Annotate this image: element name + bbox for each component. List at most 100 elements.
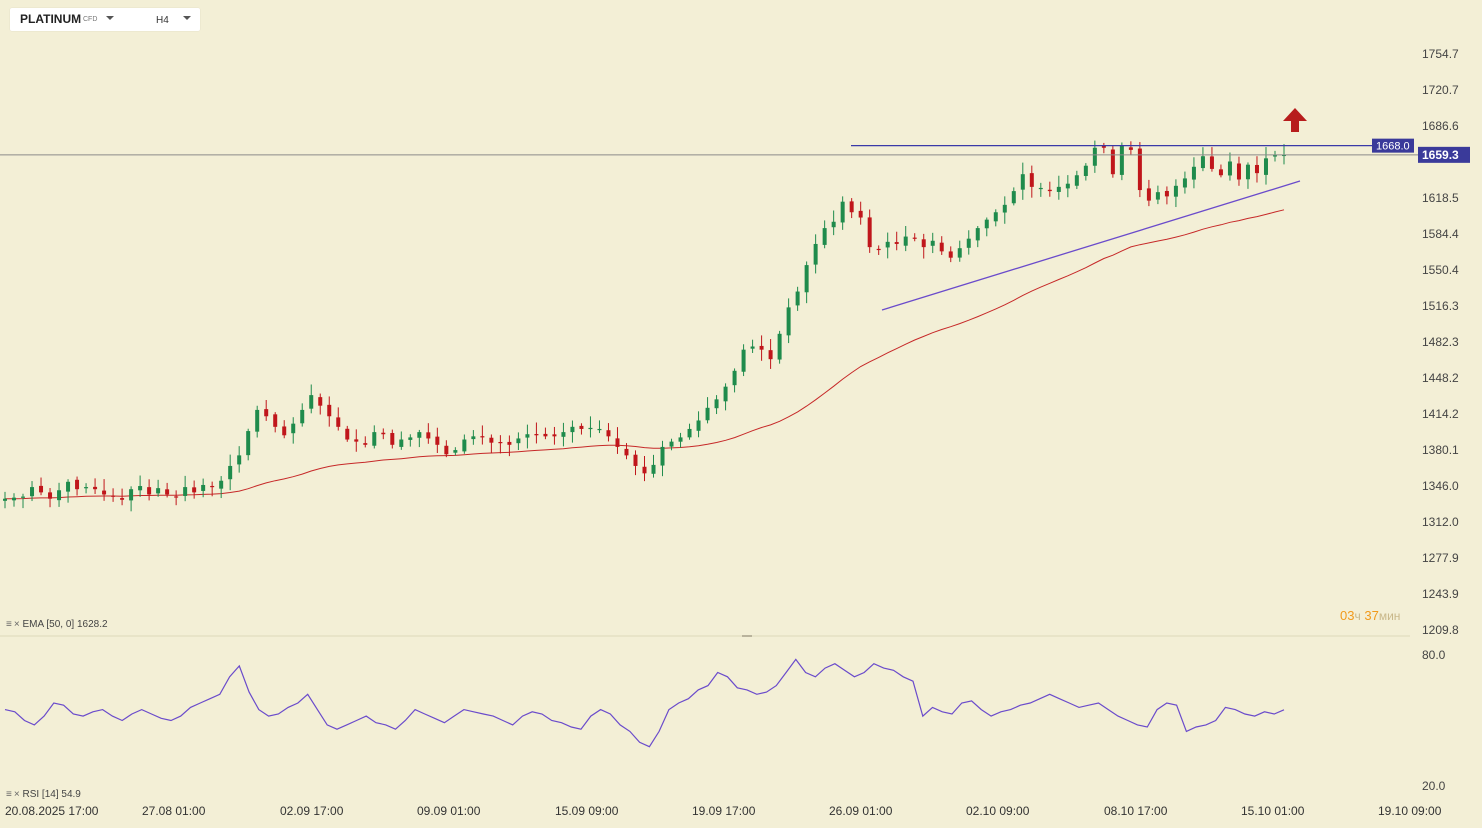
candle-body xyxy=(777,333,782,360)
candle-body xyxy=(498,442,503,444)
candle xyxy=(984,217,989,237)
candle xyxy=(597,420,602,434)
current-price-text: 1659.3 xyxy=(1422,148,1459,162)
candle xyxy=(489,434,494,454)
candle xyxy=(1038,182,1043,197)
candle xyxy=(795,286,800,311)
symbol-name[interactable]: PLATINUM xyxy=(20,12,82,26)
candle xyxy=(957,240,962,262)
candle xyxy=(1164,186,1169,205)
ema-indicator-label[interactable]: ≡ × EMA [50, 0] 1628.2 xyxy=(6,619,108,630)
candle-body xyxy=(579,425,584,429)
candle xyxy=(669,438,674,451)
candle-body xyxy=(210,485,215,488)
candle xyxy=(210,481,215,497)
candle-body xyxy=(444,445,449,455)
candle-body xyxy=(1209,156,1214,169)
candle-body xyxy=(534,434,539,436)
candle xyxy=(120,488,125,506)
candle xyxy=(201,478,206,498)
candle-body xyxy=(1110,149,1115,175)
candle xyxy=(1200,147,1205,172)
candle xyxy=(759,335,764,361)
candle xyxy=(1056,175,1061,200)
candle xyxy=(381,428,386,440)
close-icon[interactable]: × xyxy=(13,789,20,800)
candle-body xyxy=(1083,165,1088,176)
y-tick-label: 1482.3 xyxy=(1422,335,1459,349)
candle-body xyxy=(813,243,818,265)
candle-body xyxy=(462,439,467,452)
ema-line-layer xyxy=(5,209,1285,500)
candle-body xyxy=(75,479,80,490)
candle xyxy=(1065,175,1070,198)
candle-body xyxy=(1002,204,1007,213)
candle xyxy=(309,384,314,414)
candle-body xyxy=(804,265,809,293)
candle-body xyxy=(1146,188,1151,201)
candle-body xyxy=(750,346,755,349)
candle-body xyxy=(1020,174,1025,190)
candle-body xyxy=(93,486,98,490)
candle-body xyxy=(831,221,836,228)
candle xyxy=(858,201,863,225)
candle xyxy=(939,236,944,255)
candle-body xyxy=(822,228,827,245)
candle xyxy=(84,483,89,494)
candle xyxy=(633,450,638,476)
candle-body xyxy=(111,495,116,497)
indicator-menu-icon[interactable]: ≡ xyxy=(6,789,12,800)
candle xyxy=(552,426,557,445)
candle xyxy=(444,440,449,458)
candle-body xyxy=(714,399,719,409)
candle xyxy=(948,246,953,263)
candle-body xyxy=(642,466,647,474)
candle xyxy=(1218,164,1223,178)
candle xyxy=(291,417,296,444)
ema-line xyxy=(5,209,1285,500)
candle xyxy=(651,454,656,478)
candle xyxy=(1128,141,1133,155)
candle xyxy=(480,425,485,445)
candle-body xyxy=(1128,147,1133,150)
candle-body xyxy=(1038,187,1043,190)
candle xyxy=(696,411,701,438)
candle-body xyxy=(543,433,548,437)
candle xyxy=(345,425,350,442)
candle xyxy=(687,423,692,440)
y-tick-label: 1584.4 xyxy=(1422,227,1459,241)
candle-body xyxy=(507,441,512,445)
candle-body xyxy=(183,487,188,496)
candle xyxy=(1254,156,1259,183)
timeframe-dropdown-icon[interactable] xyxy=(183,16,191,20)
candle-body xyxy=(1011,191,1016,204)
candle-body xyxy=(669,441,674,447)
x-tick-label: 19.10 09:00 xyxy=(1378,804,1442,818)
rsi-tick-label: 20.0 xyxy=(1422,779,1446,793)
symbol-selector[interactable]: PLATINUM CFD H4 xyxy=(10,8,200,31)
candle-body xyxy=(948,251,953,258)
candle-body xyxy=(1282,154,1286,157)
candle-body xyxy=(390,433,395,445)
ema-value: 1628.2 xyxy=(76,619,108,630)
candle xyxy=(1272,150,1277,162)
candle xyxy=(867,209,872,253)
candle-body xyxy=(597,428,602,431)
close-icon[interactable]: × xyxy=(13,619,20,630)
y-tick-label: 1448.2 xyxy=(1422,371,1459,385)
rsi-indicator-label[interactable]: ≡ × RSI [14] 54.9 xyxy=(6,789,81,800)
drawing-tools-layer[interactable] xyxy=(0,108,1418,311)
resistance-label-text: 1668.0 xyxy=(1376,141,1410,153)
candle xyxy=(705,397,710,424)
candle xyxy=(894,231,899,251)
indicator-menu-icon[interactable]: ≡ xyxy=(6,619,12,630)
candle-body xyxy=(957,248,962,258)
timeframe-value[interactable]: H4 xyxy=(156,15,169,26)
symbol-dropdown-icon[interactable] xyxy=(106,16,114,20)
candle xyxy=(1155,185,1160,205)
candle xyxy=(1110,146,1115,178)
candle-body xyxy=(120,498,125,500)
candle-body xyxy=(651,464,656,474)
candle-body xyxy=(156,488,161,494)
